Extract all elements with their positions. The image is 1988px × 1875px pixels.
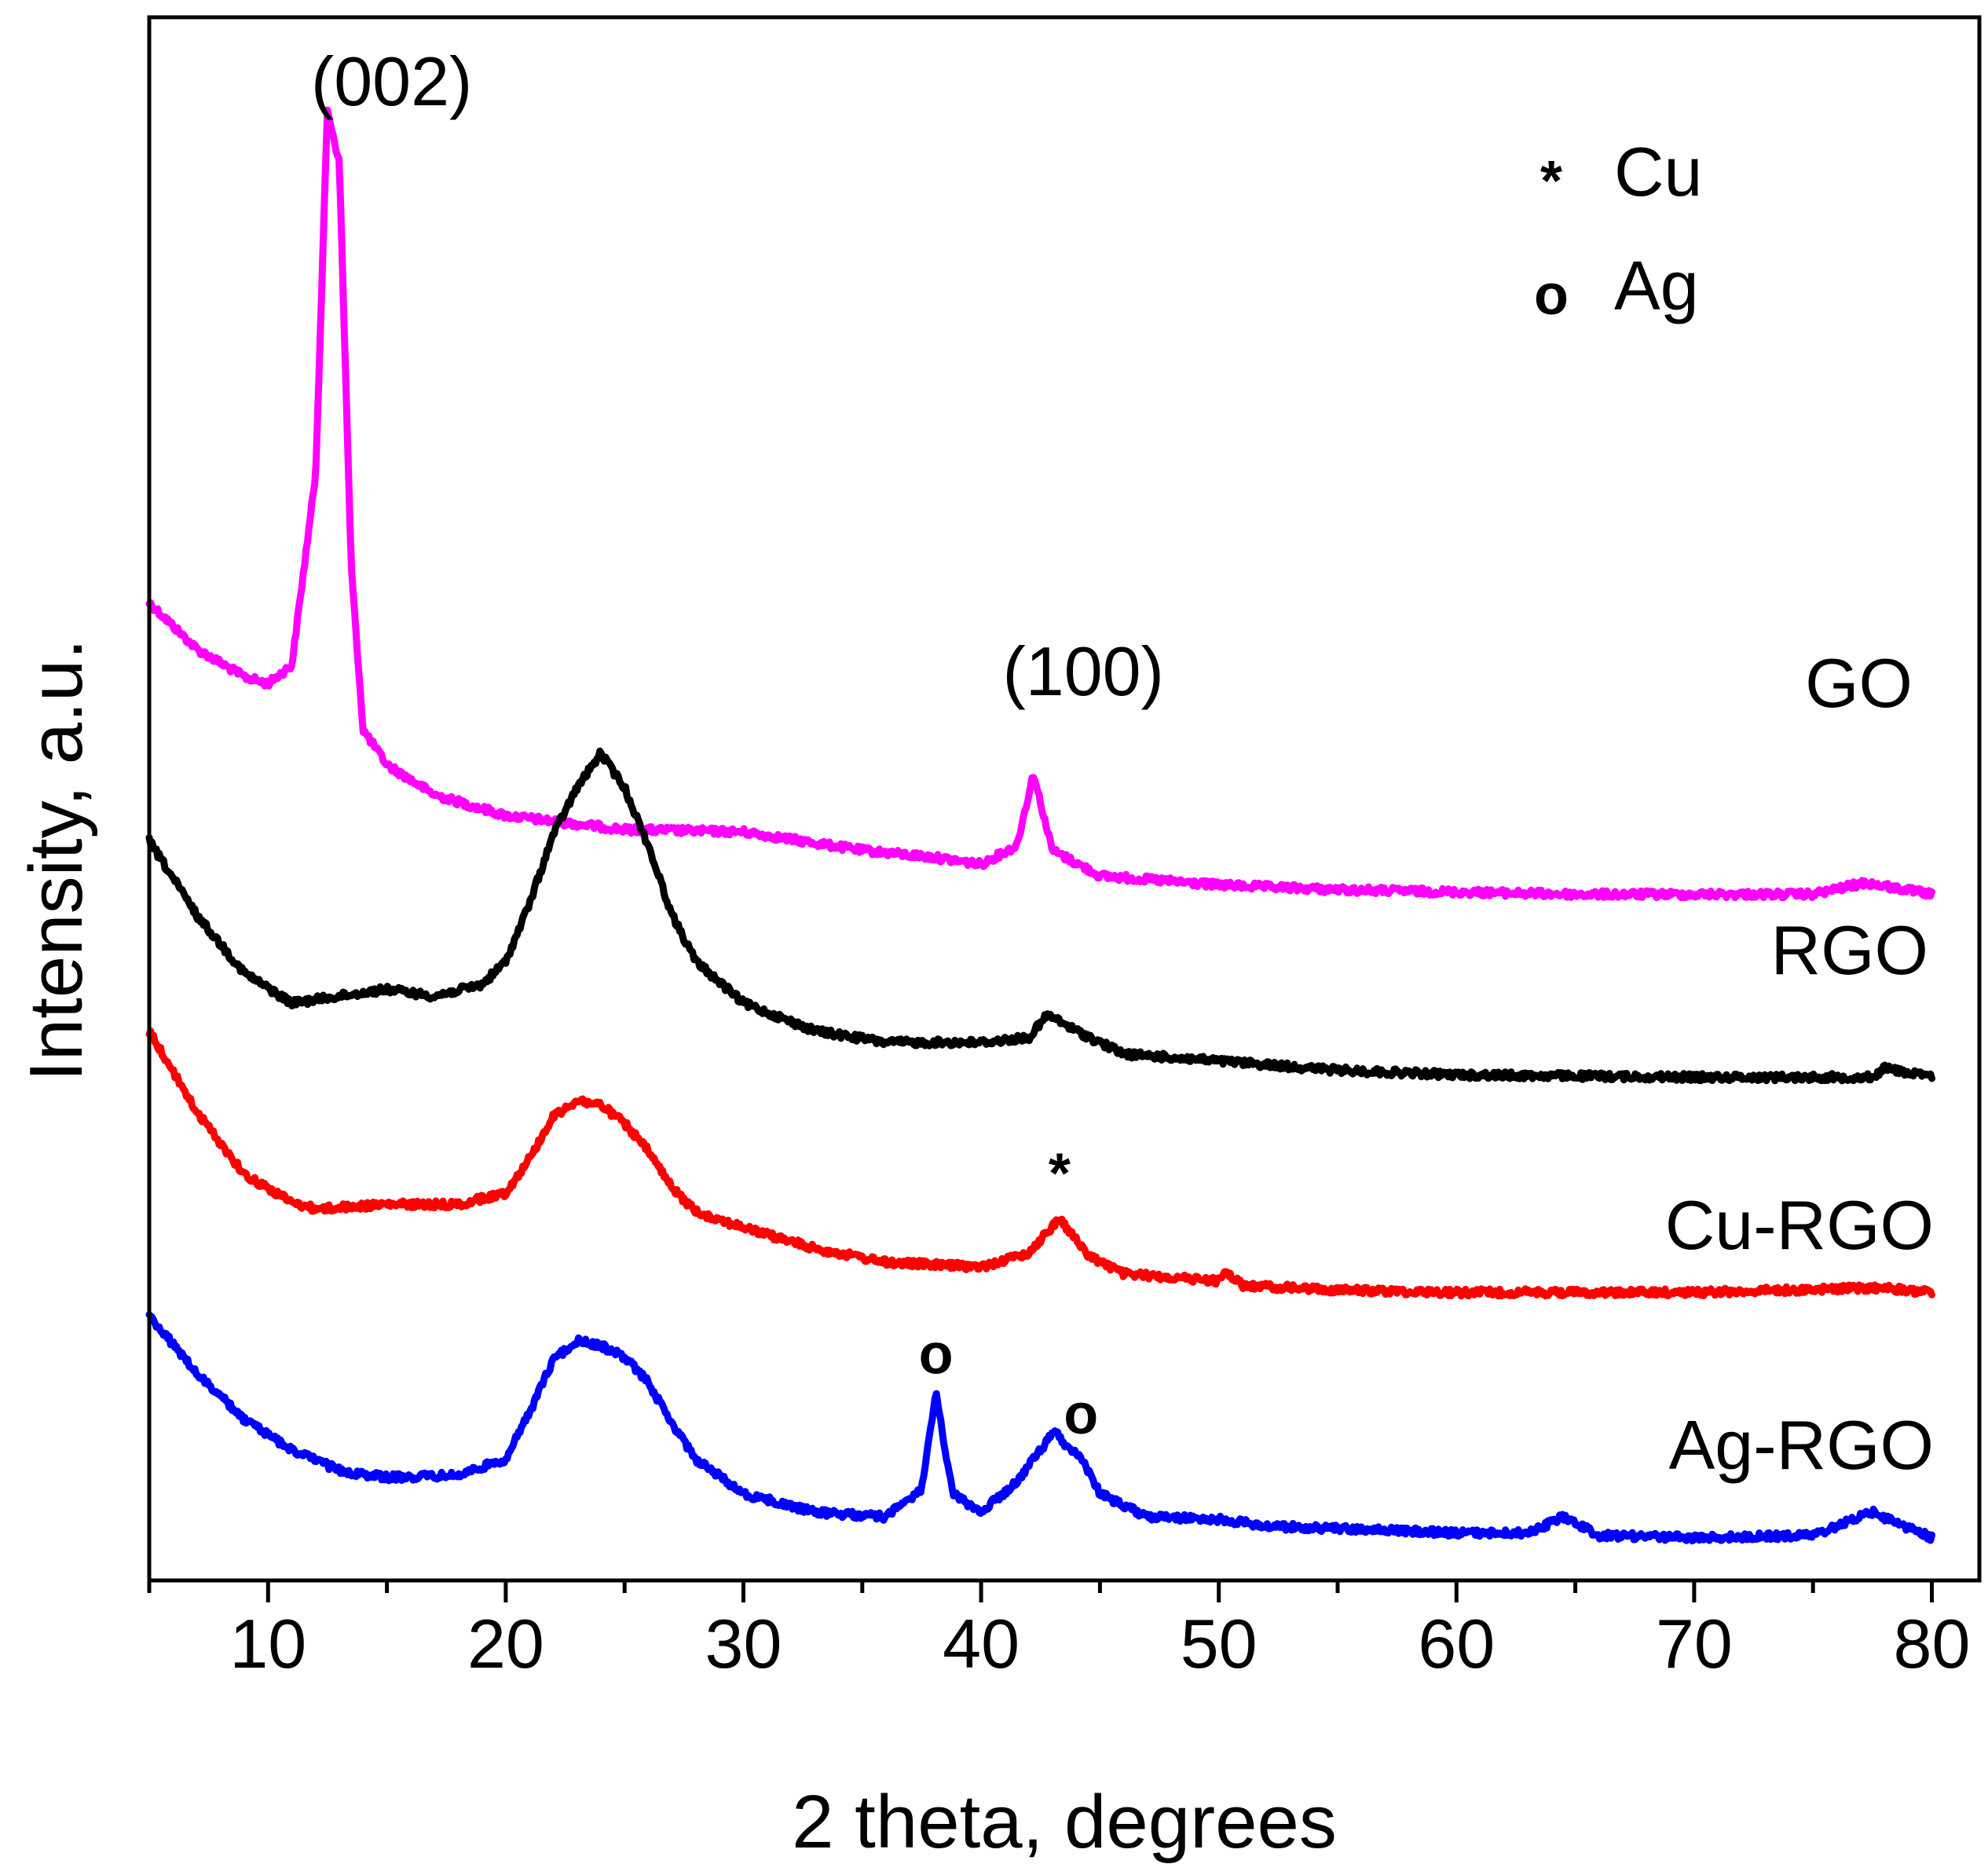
series-label-rgo: RGO <box>1771 911 1928 989</box>
x-tick-label-70: 70 <box>1656 1605 1733 1683</box>
series-line-cu-rgo <box>145 1027 1935 1300</box>
x-tick-label-30: 30 <box>705 1605 782 1683</box>
plot-frame <box>147 15 1982 1583</box>
annotation-o: o <box>919 1323 954 1386</box>
x-tick-label-10: 10 <box>229 1605 306 1683</box>
legend: * Cuo Ag <box>1534 133 1702 327</box>
series-labels: GO RGO Cu-RGO Ag-RGO <box>1665 644 1934 1484</box>
peak-annotations: (002) (100) * o o <box>311 42 1164 1446</box>
x-ticks: 10 20 30 40 50 60 70 80 <box>147 1580 1971 1683</box>
series-layer <box>145 106 1935 1545</box>
legend-symbol-ag: o <box>1534 264 1569 327</box>
x-tick-label-20: 20 <box>467 1605 544 1683</box>
series-label-cu-rgo: Cu-RGO <box>1665 1186 1934 1264</box>
annotation-o: o <box>1064 1383 1098 1446</box>
x-tick-label-50: 50 <box>1181 1605 1258 1683</box>
x-tick-label-40: 40 <box>943 1605 1020 1683</box>
legend-symbol-cu: * <box>1540 150 1562 213</box>
annotation-100: (100) <box>1002 632 1163 710</box>
legend-label-cu: Cu <box>1614 133 1703 211</box>
series-label-ag-rgo: Ag-RGO <box>1669 1406 1934 1484</box>
y-axis-label: Intensity, a.u. <box>14 639 98 1082</box>
x-tick-label-60: 60 <box>1418 1605 1495 1683</box>
x-tick-label-80: 80 <box>1894 1605 1971 1683</box>
series-label-go: GO <box>1805 644 1913 722</box>
series-line-go <box>145 106 1935 902</box>
series-line-ag-rgo <box>145 1311 1935 1545</box>
annotation-marker: * <box>1049 1143 1071 1206</box>
legend-label-ag: Ag <box>1614 247 1699 324</box>
series-line-rgo <box>145 747 1935 1085</box>
annotation-002: (002) <box>311 42 472 120</box>
x-axis-label: 2 theta, degrees <box>792 1780 1337 1864</box>
